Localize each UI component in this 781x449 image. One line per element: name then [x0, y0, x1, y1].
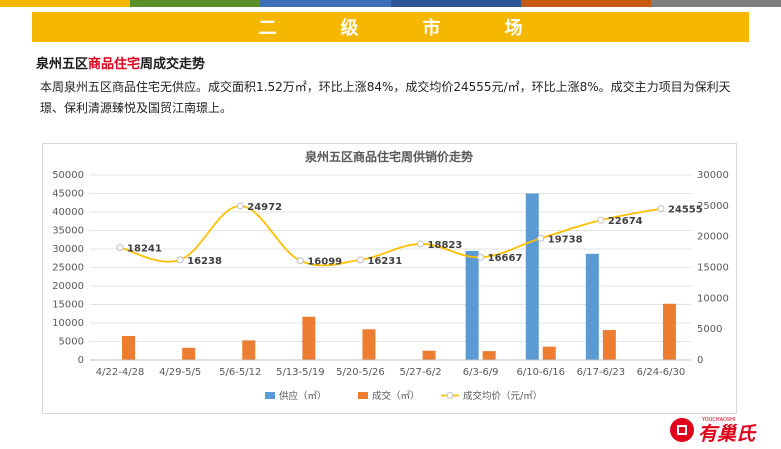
- y-right-tick-label: 10000: [697, 293, 729, 304]
- deal-bar: [122, 335, 136, 360]
- y-right-tick-label: 15000: [697, 263, 729, 274]
- x-tick-label: 5/13-5/19: [276, 367, 325, 378]
- price-point: [176, 256, 184, 264]
- price-data-label: 16231: [367, 256, 402, 267]
- y-left-tick-label: 20000: [52, 281, 84, 292]
- deal-bar: [362, 329, 376, 360]
- price-point: [657, 205, 665, 213]
- heading-highlight: 商品住宅: [88, 57, 141, 72]
- x-tick-label: 4/22-4/28: [96, 367, 145, 378]
- legend-marker: [446, 392, 454, 399]
- legend-label: 成交均价（元/㎡）: [463, 390, 542, 402]
- supply-bar: [585, 253, 599, 360]
- chart-title: 泉州五区商品住宅周供销价走势: [305, 149, 473, 164]
- price-point: [477, 253, 485, 261]
- supply-bar: [525, 193, 539, 360]
- company-logo: YOUCHAOSHI 有巢氏: [670, 417, 757, 445]
- deal-bar: [482, 351, 496, 360]
- x-tick-label: 5/27-6/2: [399, 367, 441, 378]
- chart-container: 泉州五区商品住宅周供销价走势 18241 16238 24972 16099 16231…: [42, 143, 737, 414]
- price-point: [597, 216, 605, 224]
- deal-bar: [542, 346, 556, 360]
- y-left-tick-label: 40000: [52, 207, 84, 218]
- heading-suffix: 周成交走势: [140, 57, 206, 72]
- legend-swatch: [358, 392, 368, 399]
- price-data-label: 18241: [127, 244, 162, 255]
- price-data-label: 16099: [307, 257, 342, 268]
- top-color-strip: [0, 0, 781, 7]
- supply-deal-price-chart: 泉州五区商品住宅周供销价走势 18241 16238 24972 16099 16231…: [52, 149, 729, 402]
- logo-subtext: YOUCHAOSHI: [701, 417, 735, 423]
- x-tick-label: 5/6-5/12: [219, 367, 261, 378]
- price-point: [296, 257, 304, 265]
- y-right-tick-label: 25000: [697, 201, 729, 212]
- price-point: [356, 256, 364, 264]
- logo-text: 有巢氏: [698, 423, 757, 445]
- price-line: [119, 205, 662, 267]
- legend-label: 成交（㎡）: [372, 390, 420, 402]
- y-left-tick-label: 5000: [59, 337, 84, 348]
- legend-swatch: [265, 392, 275, 399]
- deal-bar: [182, 347, 196, 360]
- y-right-tick-label: 30000: [697, 170, 729, 181]
- price-point: [236, 202, 244, 210]
- price-data-label: 24972: [247, 202, 282, 213]
- price-data-label: 16238: [187, 256, 222, 267]
- deal-bar: [662, 303, 676, 360]
- price-data-label: 16667: [488, 253, 523, 264]
- price-data-label: 19738: [548, 234, 583, 245]
- y-right-tick-label: 20000: [697, 232, 729, 243]
- x-tick-label: 6/24-6/30: [637, 367, 686, 378]
- x-tick-label: 6/17-6/23: [577, 367, 626, 378]
- y-left-tick-label: 35000: [52, 226, 84, 237]
- y-left-tick-label: 45000: [52, 189, 84, 200]
- y-left-tick-label: 0: [78, 355, 84, 366]
- price-data-label: 24555: [668, 205, 703, 216]
- y-left-tick-label: 30000: [52, 244, 84, 255]
- y-left-tick-label: 25000: [52, 263, 84, 274]
- y-left-tick-label: 15000: [52, 300, 84, 311]
- x-tick-label: 5/20-5/26: [336, 367, 385, 378]
- y-left-tick-label: 50000: [52, 170, 84, 181]
- y-right-tick-label: 5000: [697, 324, 722, 335]
- x-tick-label: 6/10-6/16: [516, 367, 565, 378]
- deal-bar: [602, 330, 616, 360]
- price-point: [417, 240, 425, 248]
- price-point: [537, 234, 545, 242]
- heading-prefix: 泉州五区: [36, 57, 89, 72]
- summary-paragraph: 本周泉州五区商品住宅无供应。成交面积1.52万㎡，环比上涨84%，成交均价245…: [40, 80, 731, 115]
- section-banner: 二级市场: [32, 12, 749, 42]
- deal-bar: [422, 350, 436, 360]
- x-tick-label: 6/3-6/9: [463, 367, 499, 378]
- supply-bar: [465, 250, 479, 360]
- y-right-tick-label: 0: [697, 355, 703, 366]
- x-tick-label: 4/29-5/5: [159, 367, 201, 378]
- legend-label: 供应（㎡）: [279, 390, 327, 402]
- price-point: [116, 244, 124, 252]
- banner-title: 二级市场: [258, 18, 587, 39]
- deal-bar: [242, 340, 256, 360]
- section-heading: 泉州五区商品住宅周成交走势: [36, 53, 205, 72]
- deal-bar: [302, 316, 316, 360]
- price-data-label: 18823: [428, 240, 463, 251]
- y-left-tick-label: 10000: [52, 318, 84, 329]
- price-data-label: 22674: [608, 216, 643, 227]
